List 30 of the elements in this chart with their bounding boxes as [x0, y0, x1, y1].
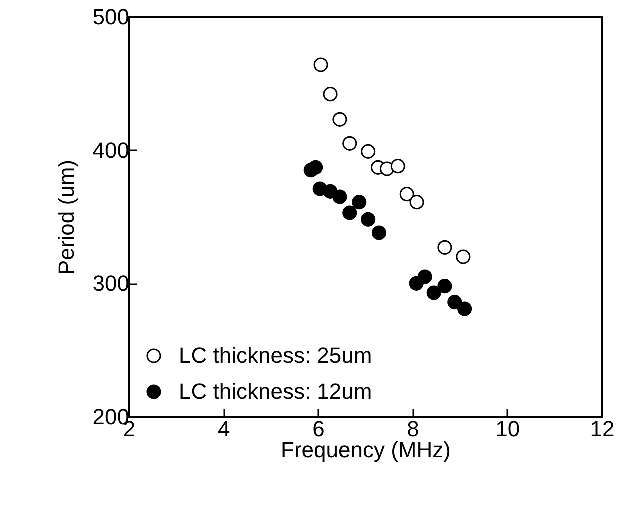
legend-label: LC thickness: 12um: [179, 379, 372, 404]
point: [332, 112, 348, 127]
point: [361, 212, 376, 227]
point: [323, 87, 338, 102]
y-tick-label: 400: [92, 138, 130, 163]
point: [418, 270, 432, 284]
x-tick-label: 12: [590, 416, 615, 442]
x-tick-label: 10: [496, 416, 520, 442]
point: [438, 279, 452, 294]
point: [332, 190, 348, 204]
point: [352, 195, 367, 210]
point: [448, 295, 462, 310]
legend-label: LC thickness: 25um: [179, 343, 372, 368]
point: [372, 226, 386, 240]
y-axis-title: Period (um): [54, 160, 79, 275]
point: [390, 159, 406, 174]
point: [438, 240, 452, 255]
point: [314, 58, 328, 72]
point: [361, 144, 376, 159]
x-tick-label: 4: [218, 416, 230, 442]
y-tick-label: 300: [92, 271, 130, 296]
point: [308, 160, 324, 175]
point: [410, 195, 424, 210]
y-tick-label: 500: [92, 4, 130, 30]
point: [400, 187, 414, 202]
point: [342, 136, 358, 151]
point: [456, 250, 471, 264]
point: [342, 206, 358, 220]
point: [458, 302, 472, 316]
point: [426, 286, 442, 300]
